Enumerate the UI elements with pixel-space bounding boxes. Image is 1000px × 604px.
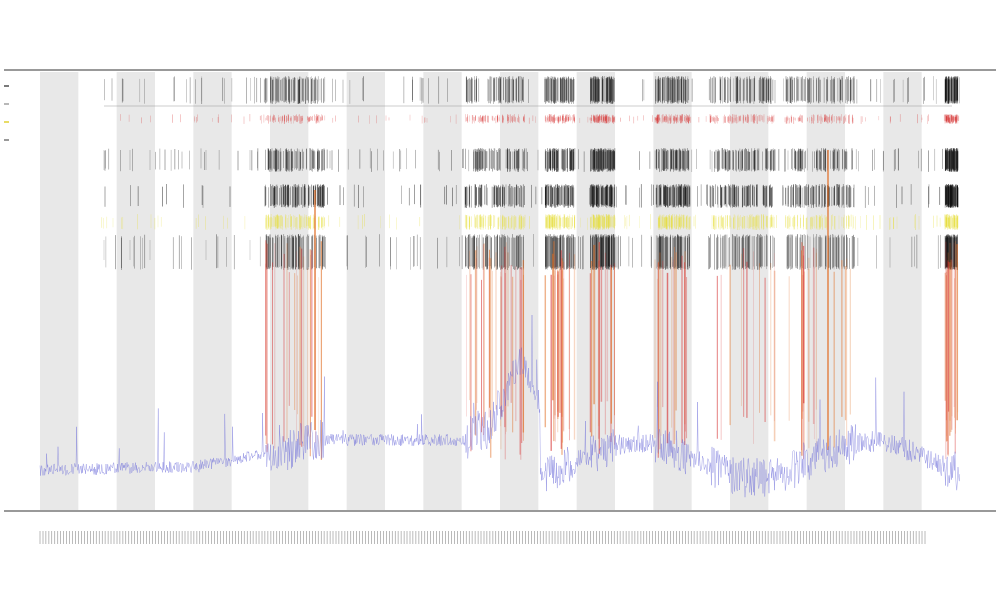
baseline-line: [39, 314, 961, 498]
x-tick-labels: [39, 531, 926, 544]
data-lines: [39, 314, 961, 498]
shaded-band: [806, 72, 845, 510]
shaded-bands: [40, 72, 922, 510]
event-lanes: [101, 76, 960, 460]
shaded-band: [500, 72, 539, 510]
shaded-band: [40, 72, 79, 510]
shaded-band: [730, 72, 769, 510]
shaded-band: [193, 72, 232, 510]
axes: [4, 69, 996, 512]
shaded-band: [116, 72, 155, 510]
shaded-band: [883, 72, 922, 510]
shaded-band: [653, 72, 692, 510]
shaded-band: [576, 72, 615, 510]
shaded-band: [423, 72, 462, 510]
shaded-band: [346, 72, 385, 510]
legend: [4, 85, 9, 141]
